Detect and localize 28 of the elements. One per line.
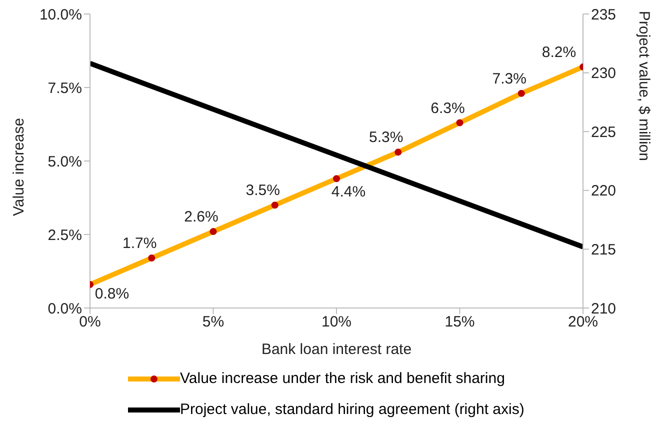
y-axis-title: Value increase	[10, 118, 28, 216]
data-label: 7.3%	[492, 70, 526, 88]
data-label: 8.2%	[542, 44, 576, 61]
data-label: 0.8%	[94, 285, 130, 302]
data-label: 4.4%	[331, 184, 366, 201]
y-tick-label: 5.0%	[48, 153, 82, 170]
x-tick-label: 10%	[321, 314, 352, 331]
y-tick-label: 0.0%	[48, 300, 82, 318]
data-label: 1.7%	[122, 235, 157, 252]
data-label: 3.5%	[246, 182, 280, 200]
data-label: 5.3%	[369, 129, 404, 146]
y2-tick-label: 230	[591, 65, 616, 82]
legend-label: Value increase under the risk and benefit sharing	[180, 370, 505, 387]
x-axis-title: Bank loan interest rate	[261, 341, 412, 358]
y-tick-label: 7.5%	[48, 80, 82, 97]
y-tick-label: 10.0%	[39, 6, 82, 24]
x-tick-label: 5%	[202, 314, 224, 331]
x-tick-label: 0%	[79, 314, 101, 331]
data-label: 2.6%	[184, 208, 218, 226]
data-label: 6.3%	[430, 100, 465, 117]
y2-tick-label: 215	[591, 242, 616, 259]
legend-label: Project value, standard hiring agreement (right axis)	[180, 401, 524, 418]
x-tick-label: 15%	[444, 314, 475, 331]
y2-axis-title: Project value, $ million	[636, 10, 653, 161]
y2-tick-label: 235	[591, 6, 616, 24]
y2-tick-label: 220	[591, 182, 616, 200]
y-tick-label: 2.5%	[48, 226, 82, 244]
y2-tick-label: 225	[591, 124, 616, 141]
